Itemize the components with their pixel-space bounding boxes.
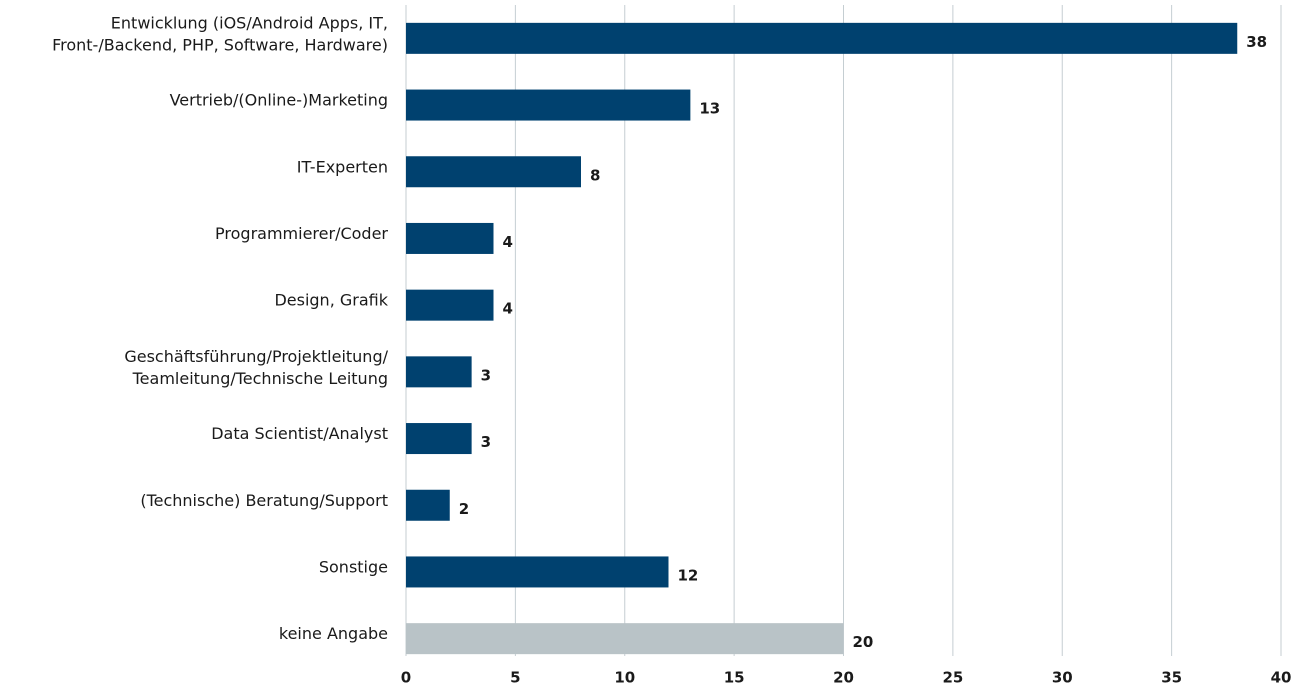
- y-tick-label: Entwicklung (iOS/Android Apps, IT, Front-…: [52, 13, 388, 54]
- bar: [406, 556, 669, 588]
- bar: [406, 22, 1238, 54]
- data-label: 12: [678, 566, 699, 584]
- data-label: 8: [590, 166, 600, 184]
- y-tick-label: keine Angabe: [279, 624, 388, 643]
- x-tick-label: 5: [510, 669, 520, 687]
- data-label: 20: [853, 633, 874, 651]
- y-tick-label: Design, Grafik: [274, 291, 388, 310]
- x-tick-label: 35: [1161, 669, 1182, 687]
- data-label: 38: [1246, 33, 1267, 51]
- y-tick-label: IT-Experten: [297, 157, 388, 176]
- bar: [406, 289, 494, 321]
- y-tick-label: Geschäftsführung/Projektleitung/Teamleit…: [124, 346, 388, 387]
- data-label: 2: [459, 500, 469, 518]
- y-tick-label: Data Scientist/Analyst: [211, 424, 388, 443]
- data-label: 3: [481, 366, 491, 384]
- x-tick-label: 10: [614, 669, 635, 687]
- y-tick-label: Programmierer/Coder: [215, 224, 388, 243]
- data-label: 4: [503, 300, 513, 318]
- data-label: 13: [699, 100, 720, 118]
- y-tick-label: (Technische) Beratung/Support: [140, 491, 388, 510]
- bar: [406, 89, 691, 121]
- x-tick-label: 15: [724, 669, 745, 687]
- x-tick-label: 20: [833, 669, 854, 687]
- y-tick-label: Sonstige: [319, 557, 388, 576]
- bar: [406, 222, 494, 254]
- x-tick-label: 25: [942, 669, 963, 687]
- bar: [406, 623, 844, 655]
- bar: [406, 489, 450, 521]
- x-tick-label: 40: [1271, 669, 1292, 687]
- bar: [406, 423, 472, 455]
- x-tick-label: 0: [401, 669, 411, 687]
- y-tick-label: Vertrieb/(Online-)Marketing: [170, 91, 388, 110]
- bar: [406, 156, 581, 188]
- x-tick-label: 30: [1052, 669, 1073, 687]
- data-label: 4: [503, 233, 513, 251]
- data-label: 3: [481, 433, 491, 451]
- bar: [406, 356, 472, 388]
